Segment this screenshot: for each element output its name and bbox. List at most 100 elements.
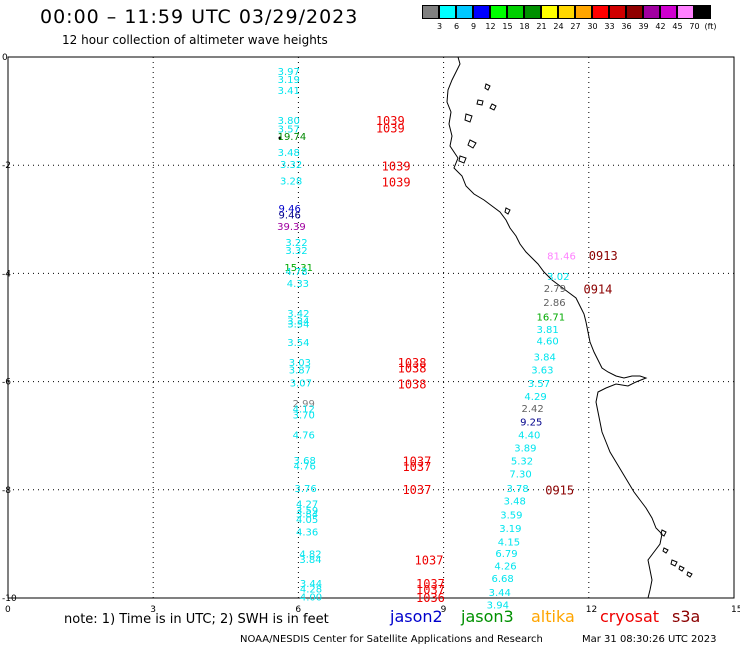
pass-time-label: 0913 [589,249,618,263]
axis-ticks: 0 3 6 9 12 15 0 -2 -4 -6 -8 -10 [2,53,740,615]
swh-label: 4.12 [293,405,315,416]
swh-label: 3.57 [278,124,300,135]
swh-label: 3.80 [278,116,300,127]
swh-label: 3.48 [504,497,526,508]
legend-entry-cryosat: cryosat [600,607,660,626]
swh-label: 3.28 [280,176,302,187]
swh-label: 3.32 [285,246,307,257]
swh-label: 3.97 [278,67,300,78]
scale-swatch [558,5,575,19]
y-tick-label: -2 [2,161,11,171]
scale-label: 3 [436,22,443,31]
scale-label: 9 [470,22,477,31]
swh-label: 3.70 [293,411,315,422]
swh-label: 3.03 [289,358,311,369]
swh-label: 3.44 [300,579,322,590]
x-tick-label: 3 [150,605,156,615]
scale-swatch [439,5,456,19]
y-tick-label: -6 [2,378,11,388]
swh-label: 4.05 [296,515,318,526]
x-tick-label: 15 [731,605,740,615]
map-subtitle: 12 hour collection of altimeter wave hei… [62,33,328,47]
x-tick-label: 0 [5,605,11,615]
scale-swatch [694,5,711,19]
swh-label: 4.36 [296,527,318,538]
x-tick-label: 6 [295,605,301,615]
y-tick-label: -10 [2,594,17,604]
swh-label: 6.79 [495,549,517,560]
scale-label: 30 [587,22,598,31]
pass-time-label: 1039 [376,114,405,128]
scale-swatch [524,5,541,19]
pass-time-label: 0915 [545,483,574,497]
pass-time-label: 1039 [382,159,411,173]
pass-time-label: 1037 [416,577,445,591]
swh-label: 15.31 [284,263,313,274]
swh-label: 4.33 [287,279,309,290]
swh-label: 3.89 [514,444,536,455]
swh-label: 3.19 [499,524,521,535]
swh-label: 19.74 [278,132,307,143]
swh-label: 4.26 [494,562,516,573]
scale-label: 39 [638,22,649,31]
swh-label: 3.84 [534,353,556,364]
swh-label: 3.94 [487,600,509,611]
y-tick-label: -4 [2,269,11,279]
pass-time-label: 1036 [416,591,445,605]
x-tick-label: 12 [586,605,597,615]
swh-label: 9.25 [520,418,542,429]
island-dot [278,136,282,140]
swh-label: 3.42 [287,309,309,320]
swh-label: 3.32 [280,160,302,171]
swh-label: 3.54 [287,320,309,331]
swh-label: 4.40 [518,431,540,442]
swh-label: 4.60 [537,336,559,347]
scale-label: 45 [672,22,683,31]
swh-label: 7.30 [509,470,531,481]
scale-label: 12 [485,22,496,31]
swh-label: 3.84 [299,555,321,566]
legend-entry-jason2: jason2 [390,607,443,626]
coastline [446,56,663,599]
pass-time-label: 1037 [402,455,431,469]
swh-label: 4.28 [300,584,322,595]
swh-label: 4.76 [293,431,315,442]
swh-label: 2.86 [543,298,565,309]
note-text: note: 1) Time is in UTC; 2) SWH is in fe… [64,612,329,627]
swh-label: 39.39 [277,222,306,233]
pass-time-label: 1038 [398,377,427,391]
y-tick-label: 0 [2,53,8,63]
swh-label: 3.87 [289,366,311,377]
swh-label: 3.63 [531,366,553,377]
scale-swatch [660,5,677,19]
plot-frame [7,56,735,599]
swh-label: 9.46 [279,210,301,221]
swh-label: 3.34 [287,316,309,327]
generated-timestamp: Mar 31 08:30:26 UTC 2023 [582,634,717,645]
swh-label: 5.32 [511,457,533,468]
swh-label: 2.99 [293,399,315,410]
footer-credit: NOAA/NESDIS Center for Satellite Applica… [240,634,543,645]
pass-time-label: 1039 [376,121,405,135]
swh-label: 4.15 [498,538,520,549]
scale-swatch [677,5,694,19]
pass-time-label: 0914 [583,283,612,297]
swh-label: 3.07 [290,379,312,390]
island-outlines [458,83,693,578]
swh-label: 3.78 [507,484,529,495]
pass-time-labels: 1039103910391039103810381038103710371037… [376,114,618,605]
swh-label: 6.68 [492,574,514,585]
scale-label: 6 [453,22,460,31]
swh-label: 3.57 [528,379,550,390]
swh-label: 3.44 [489,588,511,599]
swh-label: 3.19 [278,75,300,86]
legend-entry-altika: altika [531,607,575,626]
swh-label: 3.22 [285,238,307,249]
swh-label: 16.71 [537,313,566,324]
swh-label: 4.76 [294,461,316,472]
scale-swatch [541,5,558,19]
scale-label: 21 [536,22,547,31]
pass-time-label: 1038 [398,356,427,370]
pass-time-label: 1037 [402,483,431,497]
map-title: 00:00 – 11:59 UTC 03/29/2023 [40,6,359,28]
